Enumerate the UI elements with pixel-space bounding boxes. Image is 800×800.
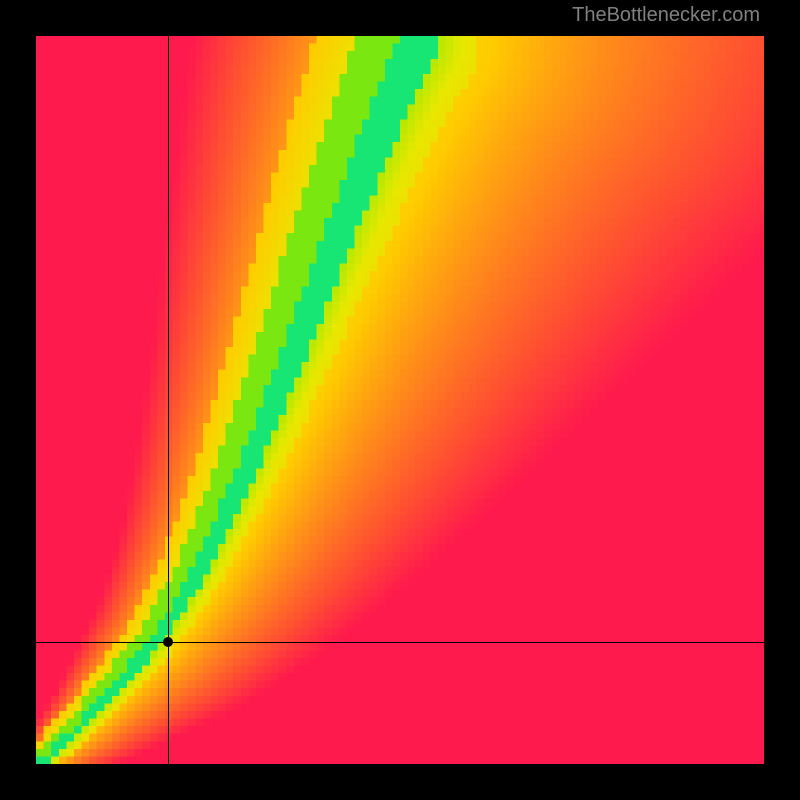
crosshair-horizontal [36,642,764,643]
crosshair-marker-dot [163,637,173,647]
attribution-text: TheBottlenecker.com [572,4,760,27]
heatmap-canvas [36,36,764,764]
plot-area [36,36,764,764]
crosshair-vertical [168,36,169,764]
chart-container: TheBottlenecker.com [0,0,800,800]
